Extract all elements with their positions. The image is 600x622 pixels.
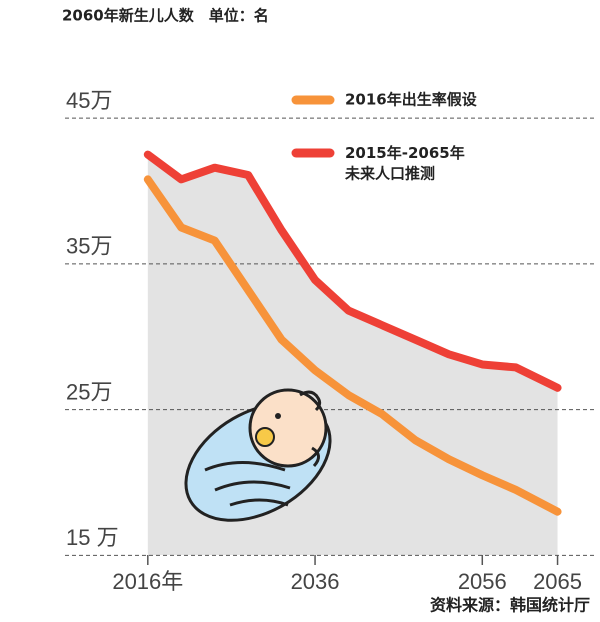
- chart-title: 2060年新生儿人数 单位：名: [62, 7, 269, 25]
- line: [143, 150, 562, 392]
- y-tick-label: 25万: [66, 379, 112, 404]
- x-tick-label: 2016年: [112, 569, 183, 594]
- line: [143, 175, 562, 516]
- y-tick-label: 15 万: [66, 525, 119, 550]
- plot: 15 万 25万 35万 45万 2016年 2036 2056 2065 2016年出生率假设…: [65, 88, 595, 594]
- legend-label: 2016年出生率假设: [345, 91, 477, 109]
- y-tick-label: 45万: [66, 88, 112, 113]
- baby-illustration: [184, 388, 332, 522]
- source: 资料来源：韩国统计厅: [430, 596, 590, 615]
- y-tick-label: 35万: [66, 234, 112, 259]
- x-tick-label: 2036: [291, 569, 340, 594]
- x-tick-label: 2056: [458, 569, 507, 594]
- legend-label: 2015年-2065年未来人口推测: [344, 144, 465, 182]
- x-tick-label: 2065: [533, 569, 582, 594]
